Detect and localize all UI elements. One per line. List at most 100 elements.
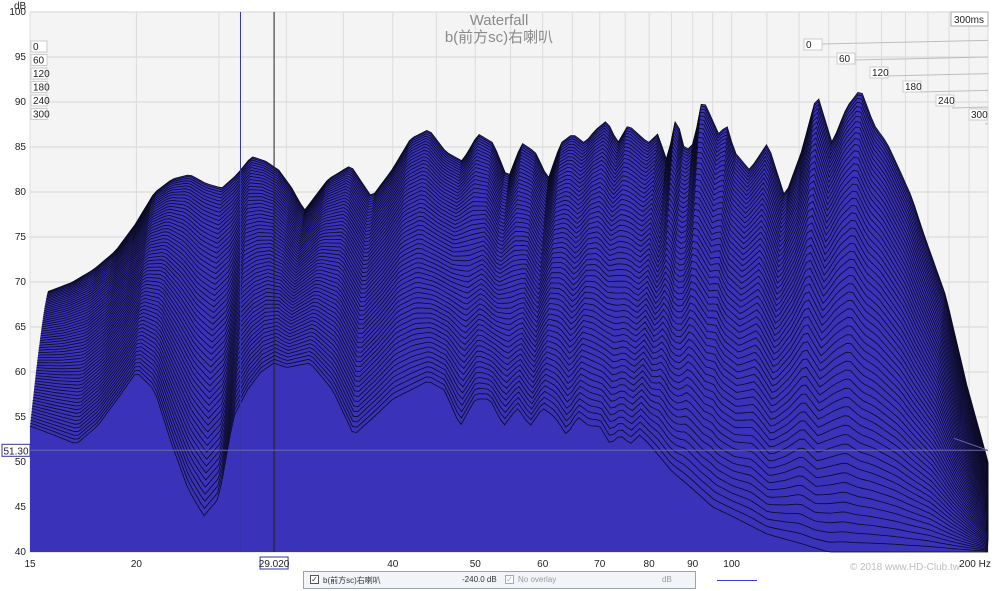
time-tick-left: 300 [33, 110, 50, 121]
x-axis-ticks: 15 20 40 50 60 70 80 90 100 200 Hz [24, 559, 990, 570]
chart-title: Waterfall [470, 12, 529, 29]
time-tick-right: 0 [806, 40, 812, 51]
waterfall-slice-edge [44, 138, 989, 517]
waterfall-slice-edge [38, 247, 989, 531]
waterfall-slice-edge [33, 312, 989, 542]
time-tick-box-right [935, 94, 955, 107]
y-tick-label: 95 [15, 52, 27, 63]
waterfall-slice-edge [41, 194, 989, 523]
y-tick-label: 45 [15, 502, 27, 513]
waterfall-slice-edge [46, 110, 989, 514]
waterfall-slice-edge [46, 101, 989, 513]
waterfall-slice-edge [35, 297, 989, 538]
legend-line-swatch [717, 580, 757, 581]
waterfall-slice-edge [37, 262, 989, 533]
y-tick-label: 65 [15, 322, 27, 333]
legend-label-overlay: No overlay [518, 575, 557, 584]
waterfall-slice-edge [32, 335, 989, 547]
waterfall-slice-edge [42, 190, 989, 522]
time-grid-line [951, 106, 989, 109]
waterfall-slice-edge [42, 184, 989, 521]
time-tick-left: 120 [33, 69, 50, 80]
waterfall-slice-fill [30, 363, 988, 552]
waterfall-slice-edge [30, 358, 989, 552]
time-tick-left: 180 [33, 83, 50, 94]
x-tick-label: 80 [644, 559, 656, 570]
time-axis-label-box [950, 11, 989, 27]
waterfall-slice-edge [47, 92, 989, 512]
waterfall-slice-edge [34, 305, 989, 540]
waterfall-slice-edge [39, 233, 989, 529]
waterfall-slice-edge [33, 320, 989, 543]
cursor-x-readout: 29.020 [259, 556, 290, 570]
waterfall-slice-edge [40, 211, 989, 525]
x-tick-label: 50 [470, 559, 482, 570]
y-tick-label: 40 [15, 547, 27, 558]
waterfall-slice-edge [39, 224, 989, 527]
time-tick-right: 180 [905, 82, 922, 93]
waterfall-slice-edge [31, 343, 989, 549]
y-tick-label: 70 [15, 277, 27, 288]
svg-text:51.30: 51.30 [3, 446, 28, 457]
x-tick-label: 20 [131, 559, 143, 570]
waterfall-slice-edge [43, 173, 989, 520]
waterfall-slice-edge [40, 220, 989, 527]
y-tick-label: 75 [15, 232, 27, 243]
waterfall-slice-edge [40, 206, 989, 525]
y-tick-label: 50 [15, 457, 27, 468]
waterfall-slice-edge [30, 350, 989, 550]
legend-label-main: b(前方sc)右喇叭 [323, 576, 381, 585]
y-tick-label: 80 [15, 187, 27, 198]
waterfall-slice-edge [47, 94, 989, 513]
time-tick-box-left [30, 108, 48, 120]
waterfall-slice-edge [44, 144, 989, 517]
chart-subtitle: b(前方sc)右喇叭 [445, 29, 553, 46]
time-tick-box-left [30, 94, 48, 107]
waterfall-slice-edge [30, 354, 989, 551]
waterfall-slice-edge [43, 167, 989, 520]
waterfall-slice-edge [37, 257, 989, 532]
time-tick-box-right [836, 52, 856, 65]
waterfall-slice-edge [36, 277, 989, 535]
waterfall-slice-edge [47, 97, 989, 513]
waterfall-slice-edge [46, 106, 989, 514]
y-axis-ticks: 100 95 90 85 80 75 70 65 60 55 50 45 40 [9, 7, 26, 558]
y-axis-label: dB [14, 1, 27, 12]
waterfall-slice-edge [41, 198, 989, 523]
time-tick-box-right [968, 108, 988, 121]
waterfall-slice-edge [45, 132, 989, 516]
time-tick-box-right [902, 80, 922, 93]
waterfall-slice-edge [45, 126, 989, 516]
legend-checkbox-main[interactable]: ✓ [310, 575, 319, 584]
waterfall-slice-edge [45, 121, 989, 515]
waterfall-slice-edge [44, 150, 989, 518]
waterfall-slice-edge [33, 323, 989, 544]
x-tick-label: 15 [24, 559, 36, 570]
time-grid-line [885, 73, 989, 77]
time-tick-right: 240 [938, 96, 955, 107]
time-tick-right: 120 [872, 68, 889, 79]
cursor-diagonal-line [953, 437, 989, 451]
waterfall-slice-edge [34, 301, 989, 539]
watermark: © 2018 www.HD-Club.tw [849, 562, 960, 573]
x-tick-label: 60 [537, 559, 549, 570]
x-tick-label: 100 [723, 559, 740, 570]
y-tick-label: 60 [15, 367, 27, 378]
legend-checkbox-overlay[interactable]: ✓ [505, 575, 514, 584]
waterfall-slice-edge [41, 202, 989, 524]
waterfall-slice-edge [37, 252, 989, 532]
waterfall-slice-edge [36, 267, 989, 534]
y-tick-label: 85 [15, 142, 27, 153]
waterfall-slice-edge [38, 243, 989, 530]
legend-bar: ✓ b(前方sc)右喇叭 -240.0 dB ✓ No overlay dB [303, 571, 757, 589]
time-grid-line [819, 39, 989, 45]
legend-value-overlay: dB [662, 575, 672, 584]
y-tick-label: 100 [9, 7, 26, 18]
waterfall-slice-edge [42, 178, 989, 521]
waterfall-slice-edge [40, 215, 989, 526]
time-tick-box-right [869, 66, 889, 79]
waterfall-slice-edge [33, 316, 989, 543]
time-tick-box-right [803, 38, 823, 51]
y-tick-label: 90 [15, 97, 27, 108]
